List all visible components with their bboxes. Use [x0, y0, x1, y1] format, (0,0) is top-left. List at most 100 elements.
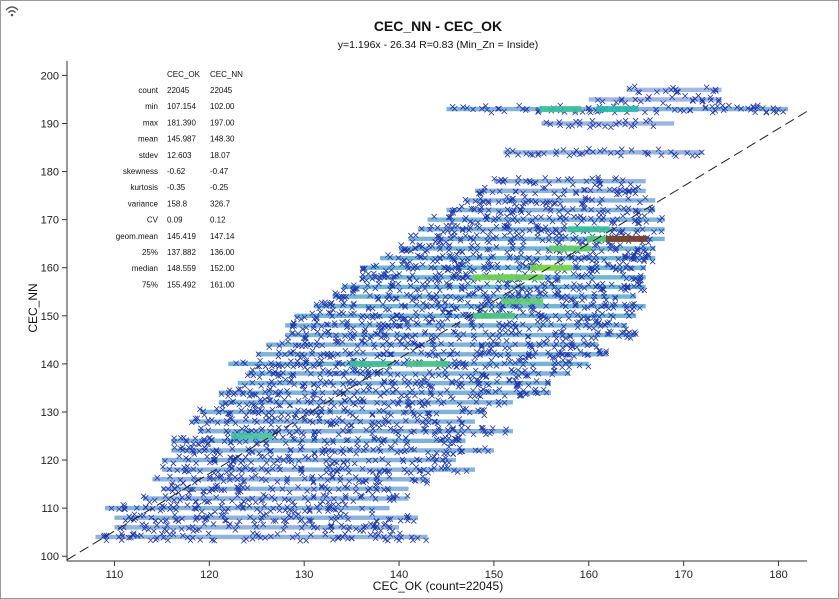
point-marker	[372, 330, 379, 337]
density-band-23	[294, 313, 637, 319]
point-marker	[301, 417, 308, 424]
point-marker	[592, 335, 599, 341]
point-marker	[542, 282, 548, 289]
point-marker	[438, 236, 444, 243]
point-marker	[564, 370, 571, 376]
point-marker	[360, 528, 367, 534]
point-marker	[488, 357, 495, 364]
point-marker	[371, 344, 378, 351]
point-marker	[580, 313, 587, 320]
point-marker	[360, 349, 366, 356]
point-marker	[614, 149, 621, 156]
point-marker	[468, 205, 475, 212]
point-marker	[189, 534, 196, 541]
point-marker	[261, 396, 268, 403]
point-marker	[313, 314, 320, 320]
point-marker	[285, 392, 292, 398]
point-marker	[420, 466, 427, 473]
point-marker	[380, 301, 386, 308]
point-marker	[544, 378, 551, 385]
point-marker	[234, 503, 241, 510]
point-marker	[386, 473, 393, 480]
y-tick-label: 180	[41, 167, 59, 179]
point-marker	[446, 253, 453, 260]
point-marker	[372, 535, 379, 542]
point-marker	[582, 196, 589, 203]
point-marker	[268, 454, 274, 461]
point-marker	[437, 437, 444, 444]
point-marker	[236, 439, 243, 446]
point-marker	[342, 492, 349, 499]
point-marker	[486, 400, 492, 407]
point-marker	[327, 420, 334, 427]
point-marker	[518, 285, 525, 292]
point-marker	[425, 382, 432, 389]
point-marker	[530, 180, 537, 187]
point-marker	[366, 468, 373, 474]
point-marker	[427, 226, 433, 233]
point-marker	[143, 522, 150, 529]
point-marker	[440, 309, 446, 316]
point-marker	[395, 255, 402, 261]
point-marker	[214, 419, 221, 426]
point-marker	[599, 285, 605, 292]
point-marker	[596, 180, 603, 187]
point-marker	[519, 105, 526, 112]
point-marker	[434, 258, 441, 265]
point-marker	[259, 408, 265, 414]
point-marker	[349, 535, 355, 542]
point-marker	[630, 187, 637, 193]
point-marker	[363, 441, 370, 447]
point-marker	[409, 408, 415, 414]
point-marker	[446, 284, 453, 291]
point-marker	[605, 261, 612, 268]
point-marker	[249, 379, 256, 386]
point-marker	[385, 516, 392, 523]
point-marker	[478, 105, 485, 112]
point-marker	[604, 320, 611, 326]
point-marker	[637, 98, 644, 105]
point-marker	[507, 324, 514, 331]
point-marker	[540, 226, 547, 233]
point-marker	[284, 388, 290, 394]
point-marker	[546, 214, 553, 221]
point-marker	[314, 357, 321, 364]
point-marker	[552, 200, 559, 207]
point-marker	[434, 301, 441, 308]
point-marker	[340, 373, 347, 379]
point-marker	[542, 291, 549, 298]
point-marker	[424, 351, 431, 357]
point-marker	[460, 406, 467, 412]
point-marker	[466, 227, 472, 234]
point-marker	[402, 315, 409, 322]
point-marker	[425, 449, 431, 456]
point-marker	[276, 502, 283, 509]
point-marker	[186, 489, 192, 496]
point-marker	[308, 518, 315, 524]
point-marker	[525, 382, 532, 389]
point-marker	[298, 465, 305, 472]
point-marker	[386, 351, 393, 358]
point-marker	[327, 310, 334, 317]
point-marker	[254, 363, 261, 370]
point-marker	[325, 369, 331, 376]
point-marker	[225, 523, 232, 530]
point-marker	[308, 475, 315, 482]
point-marker	[481, 184, 488, 191]
point-marker	[486, 382, 492, 389]
point-marker	[329, 303, 336, 309]
point-marker	[432, 459, 438, 466]
point-marker	[193, 418, 200, 425]
point-marker	[319, 450, 326, 457]
point-marker	[311, 486, 317, 493]
point-marker	[300, 335, 307, 341]
x-tick-label: 170	[674, 569, 692, 581]
point-marker	[268, 412, 275, 419]
point-marker	[405, 265, 412, 272]
point-marker	[215, 469, 221, 475]
point-marker	[422, 429, 429, 435]
point-marker	[563, 297, 570, 304]
point-marker	[543, 340, 550, 347]
point-marker	[485, 198, 492, 205]
point-marker	[241, 537, 247, 544]
